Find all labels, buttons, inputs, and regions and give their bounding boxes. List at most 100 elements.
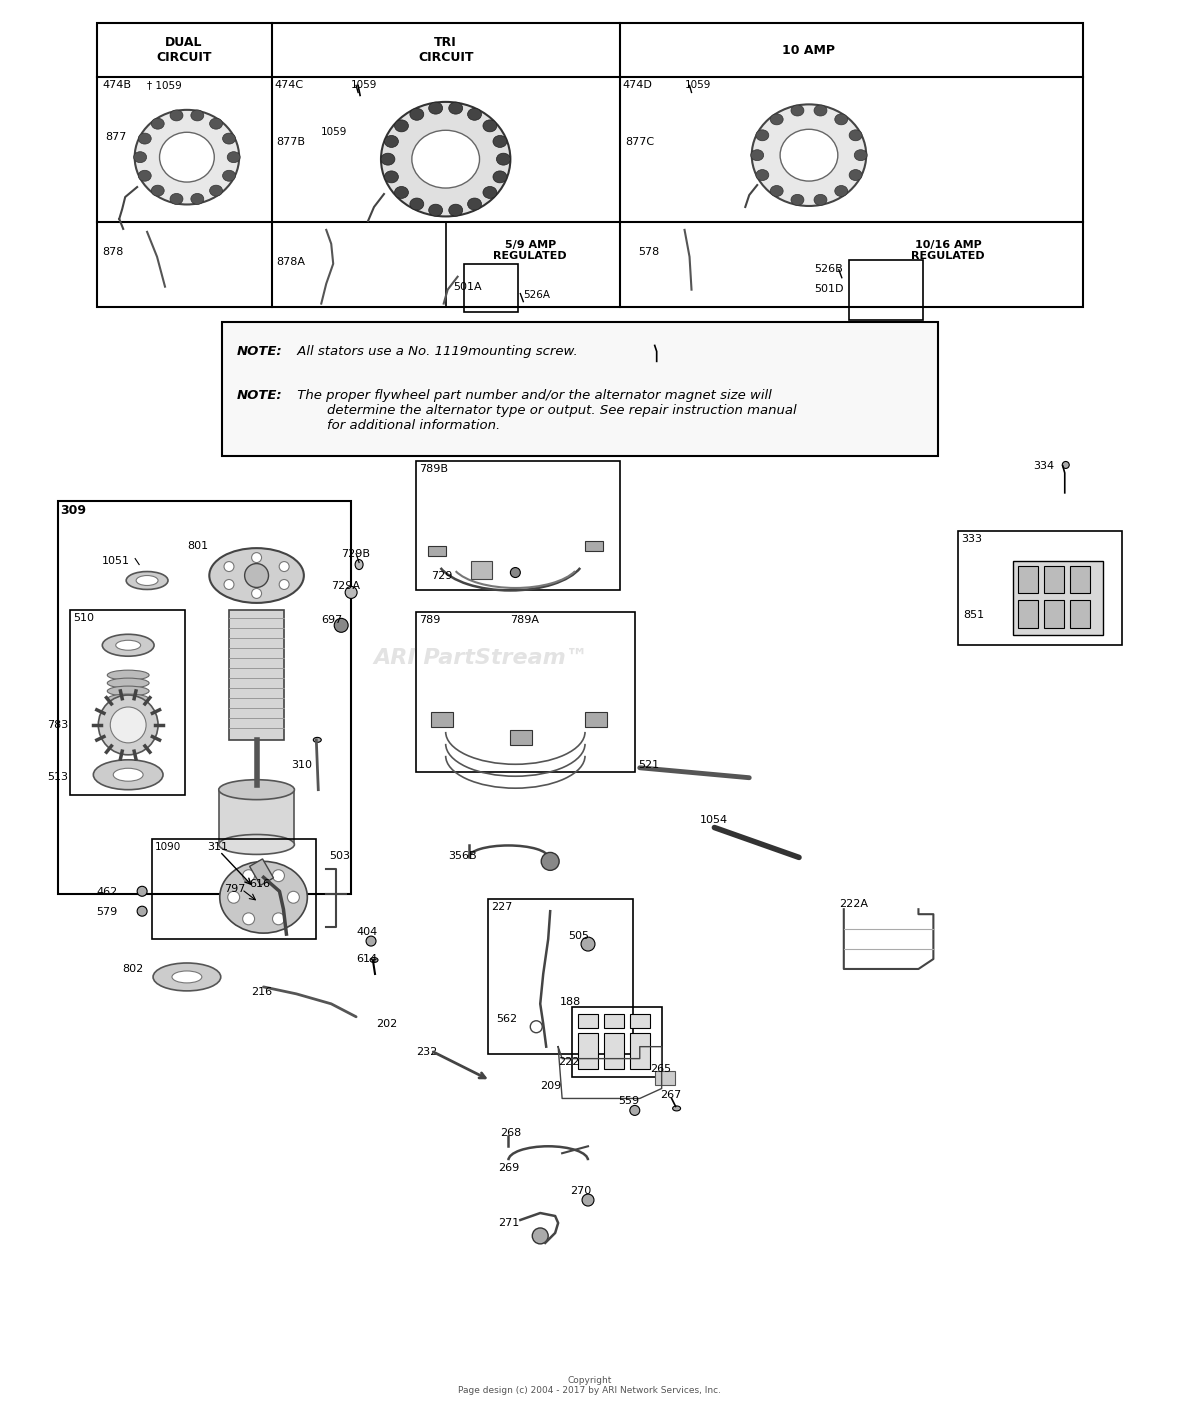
Ellipse shape: [136, 575, 158, 585]
Ellipse shape: [412, 130, 479, 188]
Ellipse shape: [850, 130, 863, 140]
Text: 1051: 1051: [103, 555, 130, 565]
Ellipse shape: [756, 130, 769, 140]
Text: All stators use a No. 1119mounting screw.: All stators use a No. 1119mounting screw…: [294, 346, 578, 358]
Ellipse shape: [771, 185, 784, 197]
Text: 877B: 877B: [276, 137, 306, 147]
Text: 616: 616: [250, 879, 270, 889]
Text: 5/9 AMP
REGULATED: 5/9 AMP REGULATED: [493, 239, 568, 262]
Text: 209: 209: [540, 1080, 562, 1090]
Text: 789: 789: [419, 616, 440, 626]
Bar: [630, 1032, 650, 1069]
Circle shape: [110, 707, 146, 743]
Text: 1059: 1059: [352, 81, 378, 91]
Circle shape: [137, 886, 148, 896]
Bar: [604, 1014, 624, 1028]
Ellipse shape: [850, 170, 863, 180]
Text: 789A: 789A: [511, 616, 539, 626]
Text: ARI PartStream™: ARI PartStream™: [373, 649, 588, 668]
Ellipse shape: [394, 120, 408, 132]
Text: 334: 334: [1032, 462, 1054, 472]
Circle shape: [228, 891, 240, 903]
Ellipse shape: [135, 110, 240, 204]
Circle shape: [288, 891, 300, 903]
Text: 265: 265: [650, 1063, 671, 1073]
Bar: [489, 899, 632, 1054]
Circle shape: [243, 913, 255, 925]
Text: 503: 503: [329, 851, 350, 861]
Text: 878: 878: [103, 246, 124, 256]
Text: 851: 851: [963, 610, 984, 620]
Circle shape: [511, 568, 520, 578]
Circle shape: [137, 906, 148, 916]
Text: 271: 271: [498, 1218, 519, 1228]
Text: 501A: 501A: [453, 282, 483, 292]
Bar: [464, 263, 518, 312]
Ellipse shape: [314, 738, 321, 742]
Bar: [250, 860, 274, 885]
Bar: [1044, 600, 1063, 629]
Text: 269: 269: [498, 1163, 519, 1174]
Ellipse shape: [448, 204, 463, 217]
Ellipse shape: [791, 194, 804, 205]
Ellipse shape: [93, 760, 163, 790]
Bar: [1070, 565, 1089, 593]
Text: NOTE:: NOTE:: [237, 346, 282, 358]
Text: 729B: 729B: [341, 548, 371, 559]
Ellipse shape: [467, 198, 481, 210]
Ellipse shape: [791, 105, 804, 116]
Text: 474B: 474B: [103, 81, 131, 91]
Bar: [511, 729, 532, 745]
Bar: [58, 501, 352, 895]
Circle shape: [224, 579, 234, 589]
Ellipse shape: [126, 572, 168, 589]
Bar: [578, 1014, 598, 1028]
Bar: [218, 790, 294, 844]
Ellipse shape: [107, 678, 149, 688]
Text: 356B: 356B: [448, 851, 477, 861]
Bar: [604, 1032, 624, 1069]
Ellipse shape: [191, 194, 204, 204]
Ellipse shape: [107, 670, 149, 680]
Text: NOTE:: NOTE:: [237, 389, 282, 402]
Ellipse shape: [223, 170, 236, 181]
Bar: [229, 610, 284, 741]
Ellipse shape: [385, 136, 399, 147]
Text: 310: 310: [291, 760, 313, 770]
Text: 797: 797: [224, 885, 245, 895]
Bar: [1018, 565, 1038, 593]
Text: 227: 227: [491, 902, 513, 912]
Text: TRI
CIRCUIT: TRI CIRCUIT: [418, 35, 473, 64]
Circle shape: [334, 619, 348, 633]
Ellipse shape: [385, 171, 399, 183]
Ellipse shape: [218, 834, 294, 854]
Text: 10/16 AMP
REGULATED: 10/16 AMP REGULATED: [911, 239, 985, 262]
Ellipse shape: [834, 185, 847, 197]
Ellipse shape: [219, 861, 307, 933]
Bar: [655, 1070, 675, 1085]
Ellipse shape: [409, 109, 424, 120]
Text: 1059: 1059: [321, 127, 348, 137]
Circle shape: [243, 869, 255, 882]
Ellipse shape: [113, 769, 143, 782]
Ellipse shape: [151, 118, 164, 129]
Bar: [152, 840, 316, 939]
Bar: [97, 23, 1083, 307]
Text: The proper flywheel part number and/or the alternator magnet size will
        d: The proper flywheel part number and/or t…: [294, 389, 796, 432]
Ellipse shape: [756, 170, 769, 180]
Text: 333: 333: [962, 534, 982, 544]
Ellipse shape: [467, 109, 481, 120]
Bar: [848, 259, 924, 320]
Text: 578: 578: [637, 246, 658, 256]
Bar: [572, 1007, 662, 1076]
Ellipse shape: [223, 133, 236, 144]
Text: 474D: 474D: [623, 81, 653, 91]
Ellipse shape: [381, 153, 395, 166]
Ellipse shape: [750, 150, 763, 160]
Text: 697: 697: [321, 616, 342, 626]
Text: Copyright
Page design (c) 2004 - 2017 by ARI Network Services, Inc.: Copyright Page design (c) 2004 - 2017 by…: [459, 1375, 721, 1395]
Text: 268: 268: [500, 1129, 522, 1138]
Text: 562: 562: [497, 1014, 518, 1024]
Text: 1054: 1054: [700, 814, 728, 824]
Ellipse shape: [673, 1106, 681, 1112]
